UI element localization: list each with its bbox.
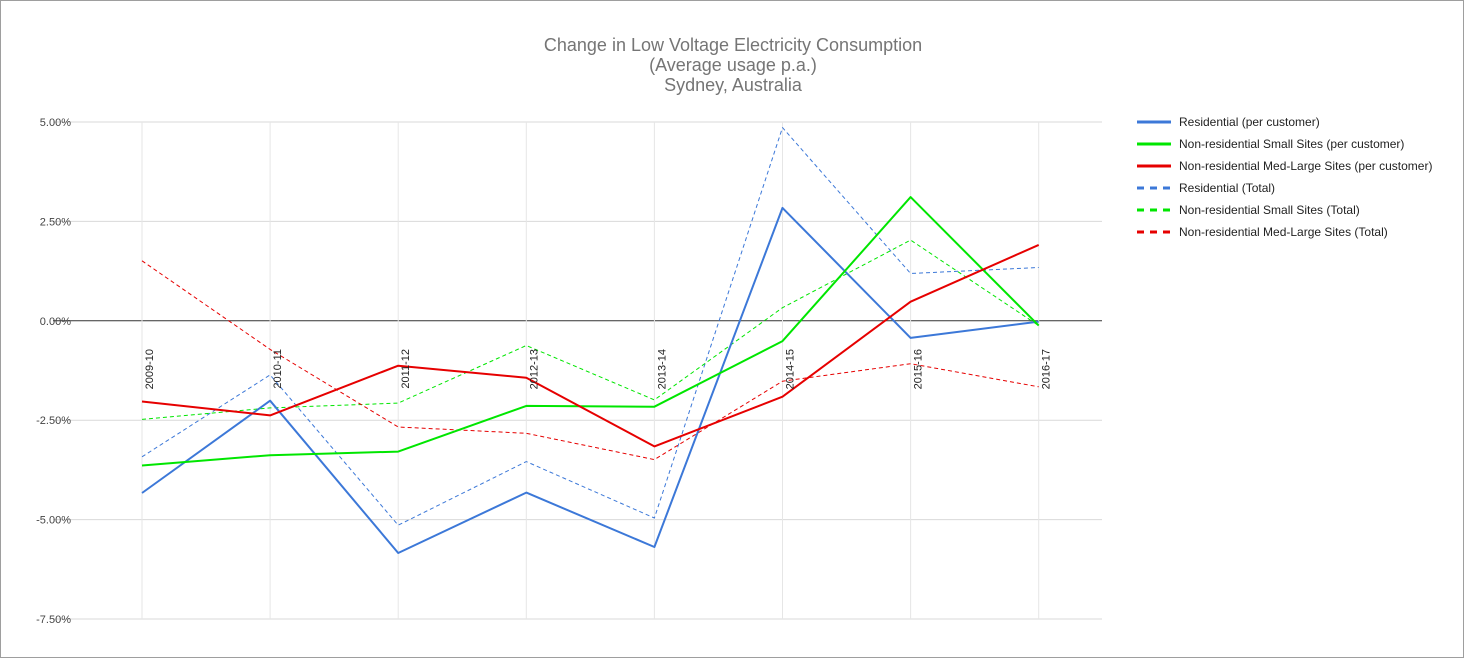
y-tick-label: -5.00% [36,515,71,527]
series-line-residential-per-customer [141,206,1039,554]
legend-item[interactable]: Non-residential Med-Large Sites (Total) [1137,225,1388,239]
x-category-label: 2013-14 [656,349,668,389]
y-tick-label: -2.50% [36,415,71,427]
series-line-non-residential-med-large-sites-total [141,260,1039,461]
x-category-label: 2016-17 [1041,349,1053,389]
y-tick-label: 2.50% [40,216,71,228]
y-tick-label: 0.00% [40,316,71,328]
gridlines [53,121,1102,620]
legend-label: Non-residential Small Sites (Total) [1179,203,1360,217]
chart-title-line-3: Sydney, Australia [664,75,803,95]
series-line-non-residential-small-sites-total [141,239,1039,420]
x-category-label: 2010-11 [272,349,284,389]
legend-label: Residential (Total) [1179,181,1275,195]
chart-title-line-1: Change in Low Voltage Electricity Consum… [544,35,922,55]
legend-label: Non-residential Med-Large Sites (Total) [1179,225,1388,239]
y-tick-label: -7.50% [36,614,71,626]
legend-item[interactable]: Non-residential Small Sites (per custome… [1137,137,1404,151]
series-layer [141,127,1040,554]
legend: Residential (per customer) Non-residentia… [1137,115,1432,239]
x-category-label: 2011-12 [400,349,412,389]
legend-item[interactable]: Residential (per customer) [1137,115,1320,129]
y-axis: 5.00% 2.50% 0.00% -2.50% -5.00% -7.50% [36,117,71,626]
x-category-label: 2012-13 [528,349,540,389]
legend-item[interactable]: Non-residential Small Sites (Total) [1137,203,1360,217]
chart-title-line-2: (Average usage p.a.) [649,55,817,75]
series-line-residential-total [141,127,1039,526]
legend-label: Residential (per customer) [1179,115,1320,129]
legend-item[interactable]: Non-residential Med-Large Sites (per cus… [1137,159,1432,173]
series-line-non-residential-med-large-sites-per-customer [141,243,1040,448]
legend-label: Non-residential Med-Large Sites (per cus… [1179,159,1432,173]
series-line-non-residential-small-sites-per-customer [141,196,1040,467]
legend-label: Non-residential Small Sites (per custome… [1179,137,1404,151]
x-axis-category-labels: 2009-10 2010-11 2011-12 2012-13 2013-14 2014-… [144,349,1053,389]
y-tick-label: 5.00% [40,117,71,129]
chart-title: Change in Low Voltage Electricity Consum… [544,35,922,95]
legend-item[interactable]: Residential (Total) [1137,181,1275,195]
x-category-label: 2009-10 [144,349,156,389]
x-category-label: 2014-15 [785,349,797,389]
x-category-label: 2015-16 [913,349,925,389]
